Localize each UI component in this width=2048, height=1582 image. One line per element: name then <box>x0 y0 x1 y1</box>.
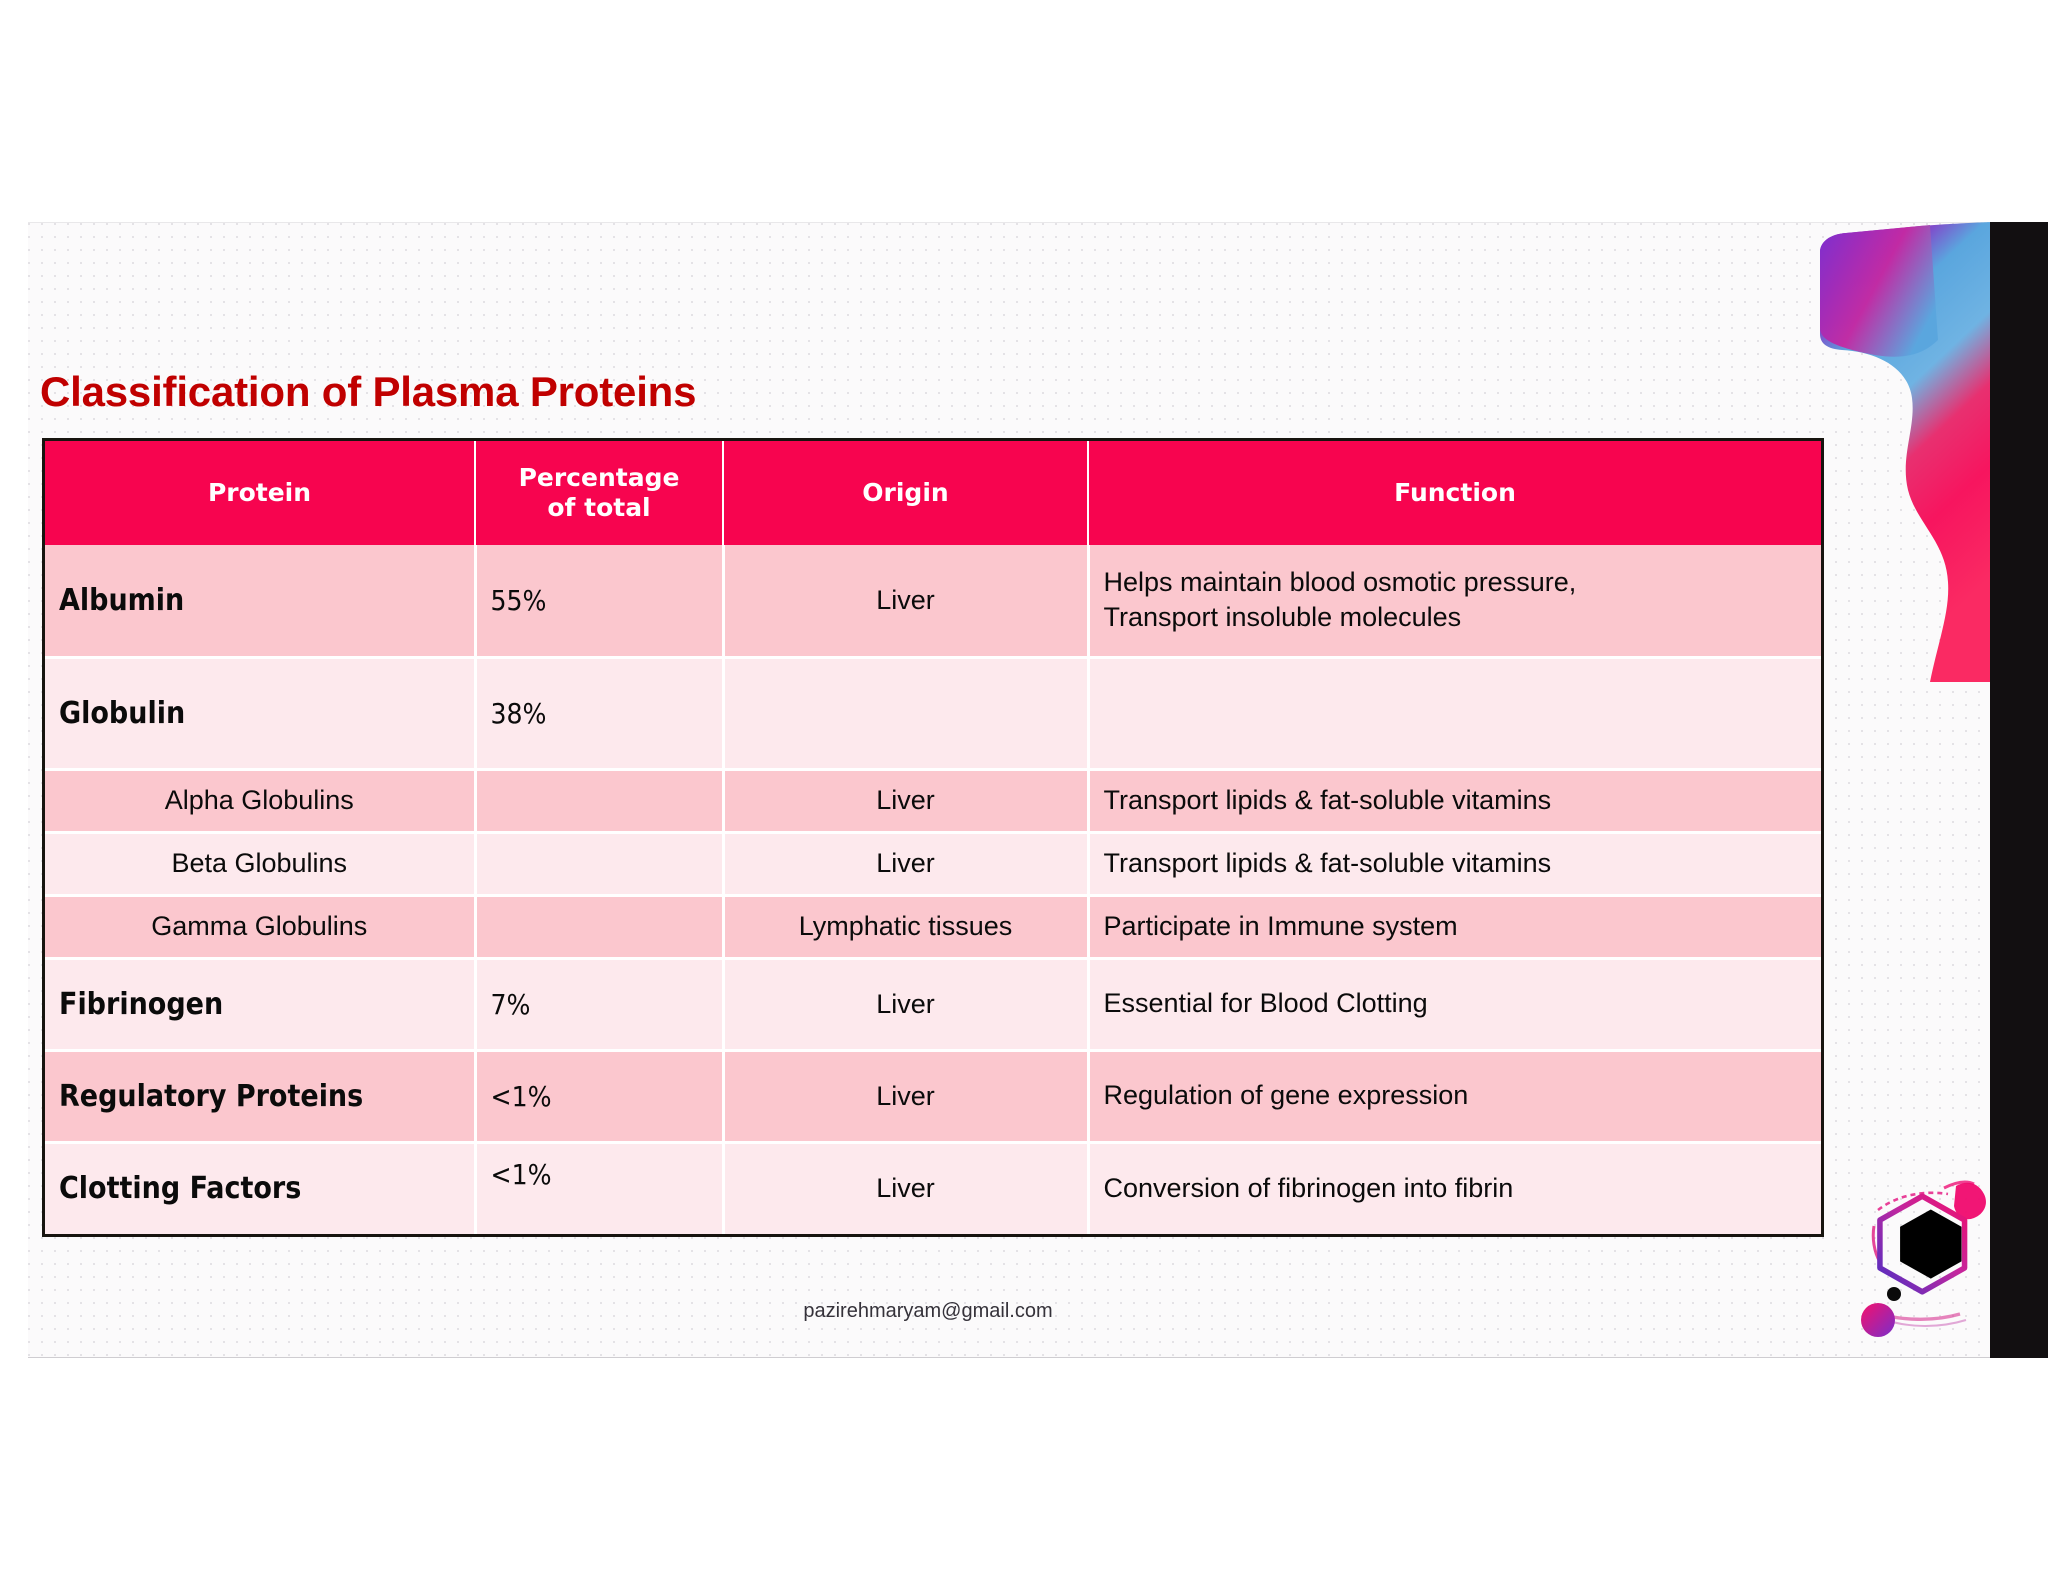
column-header-percentage: Percentage of total <box>475 441 724 545</box>
cell-protein: Beta Globulins <box>45 832 477 897</box>
cell-origin <box>723 657 1090 771</box>
cell-protein: Regulatory Proteins <box>45 1050 477 1144</box>
cell-origin: Liver <box>723 1142 1090 1234</box>
table-row: Beta Globulins Liver Transport lipids & … <box>45 832 1821 897</box>
column-header-protein: Protein <box>45 441 476 545</box>
column-header-percentage-line1: Percentage <box>518 462 680 492</box>
cell-function <box>1088 657 1821 771</box>
cell-origin: Lymphatic tissues <box>723 895 1090 960</box>
table-body: Albumin 55% Liver Helps maintain blood o… <box>45 545 1821 1234</box>
cell-protein: Alpha Globulins <box>45 769 477 834</box>
cell-origin: Liver <box>723 545 1090 659</box>
table-row: Alpha Globulins Liver Transport lipids &… <box>45 769 1821 834</box>
cell-protein: Clotting Factors <box>45 1142 477 1234</box>
footer-email: pazirehmaryam@gmail.com <box>803 1300 1053 1322</box>
page-title: Classification of Plasma Proteins <box>40 368 697 415</box>
table-row: Clotting Factors <1% Liver Conversion of… <box>45 1142 1821 1234</box>
table-header: Protein Percentage of total Origin Funct… <box>45 441 1821 545</box>
cell-percentage: 7% <box>475 958 725 1052</box>
cell-protein: Globulin <box>45 657 477 771</box>
table-header-row: Protein Percentage of total Origin Funct… <box>45 441 1821 545</box>
cell-protein: Albumin <box>45 545 477 659</box>
cell-function-line2: Transport insoluble molecules <box>1103 602 1462 633</box>
cell-origin: Liver <box>723 769 1090 834</box>
cell-percentage <box>475 895 725 960</box>
column-header-percentage-line2: of total <box>547 493 651 522</box>
column-header-function: Function <box>1088 441 1821 545</box>
cell-origin: Liver <box>723 832 1090 897</box>
black-side-bar <box>1990 222 2048 1358</box>
cell-percentage: 55% <box>475 545 725 659</box>
cell-percentage <box>475 832 725 897</box>
cell-function: Regulation of gene expression <box>1088 1050 1821 1144</box>
cell-origin: Liver <box>723 958 1090 1052</box>
cell-function: Conversion of fibrinogen into fibrin <box>1088 1142 1821 1234</box>
table-row: Fibrinogen 7% Liver Essential for Blood … <box>45 958 1821 1052</box>
cell-origin: Liver <box>723 1050 1090 1144</box>
table-row: Albumin 55% Liver Helps maintain blood o… <box>45 545 1821 659</box>
plasma-proteins-table-container: Protein Percentage of total Origin Funct… <box>42 438 1824 1237</box>
cell-percentage: 38% <box>475 657 725 771</box>
cell-protein: Fibrinogen <box>45 958 477 1052</box>
cell-protein: Gamma Globulins <box>45 895 477 960</box>
cell-percentage: <1% <box>475 1142 725 1234</box>
table-row: Globulin 38% <box>45 657 1821 771</box>
table-row: Gamma Globulins Lymphatic tissues Partic… <box>45 895 1821 960</box>
column-header-origin: Origin <box>723 441 1089 545</box>
plasma-proteins-table: Protein Percentage of total Origin Funct… <box>45 441 1821 1234</box>
cell-function: Essential for Blood Clotting <box>1088 958 1821 1052</box>
table-row: Regulatory Proteins <1% Liver Regulation… <box>45 1050 1821 1144</box>
cell-percentage <box>475 769 725 834</box>
cell-function: Participate in Immune system <box>1088 895 1821 960</box>
cell-function-line1: Helps maintain blood osmotic pressure, <box>1103 567 1577 598</box>
black-side-bar-top <box>1990 222 2048 232</box>
cell-percentage: <1% <box>475 1050 725 1144</box>
cell-function: Transport lipids & fat-soluble vitamins <box>1088 832 1821 897</box>
cell-function: Transport lipids & fat-soluble vitamins <box>1088 769 1821 834</box>
cell-function: Helps maintain blood osmotic pressure, T… <box>1088 545 1821 659</box>
